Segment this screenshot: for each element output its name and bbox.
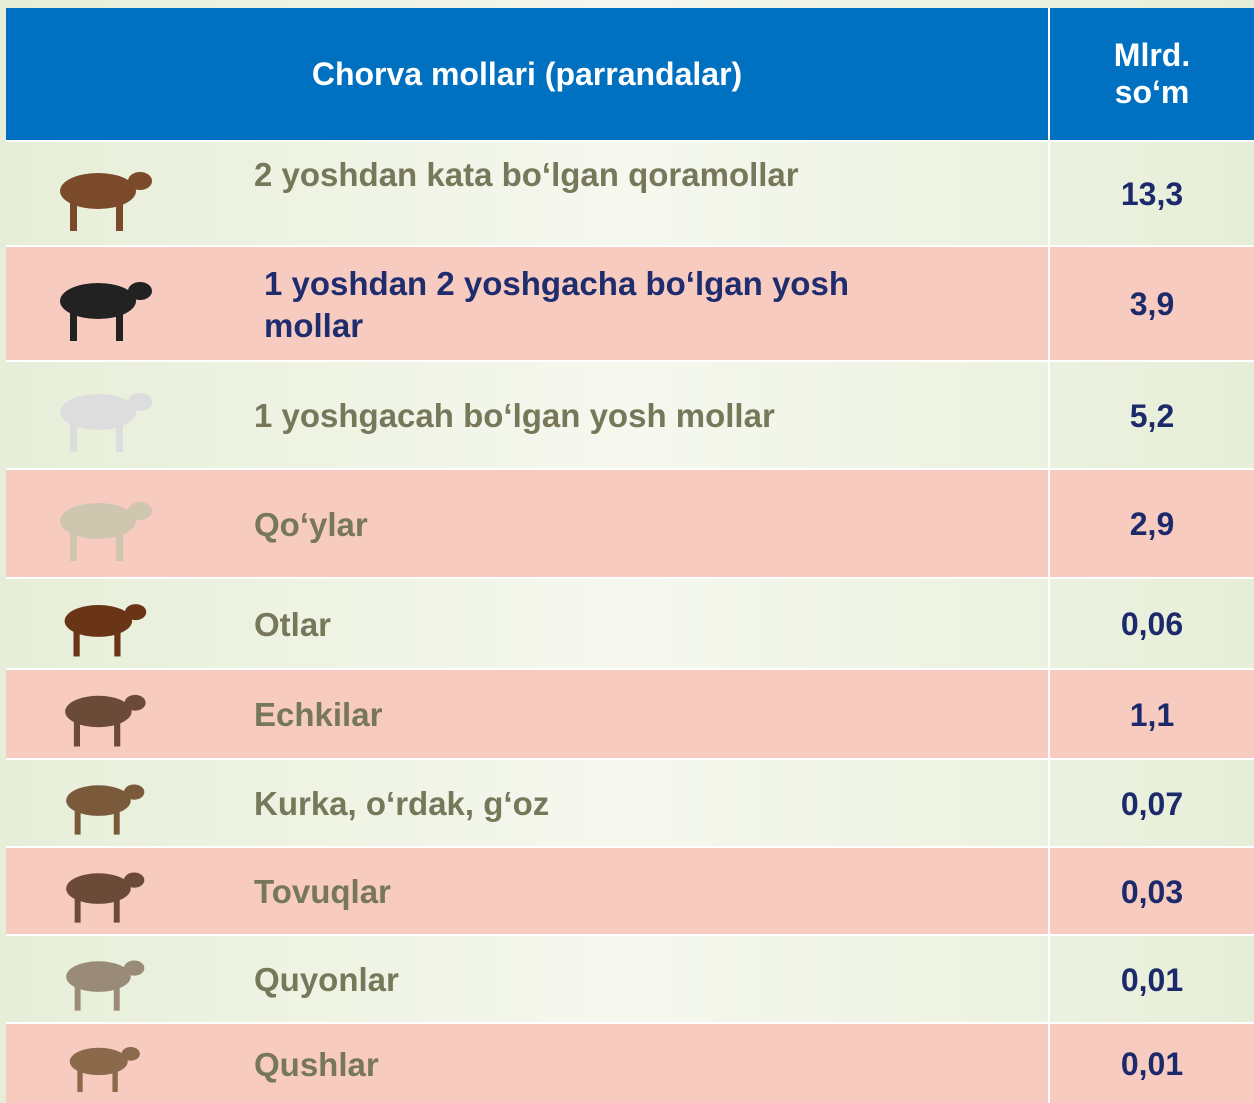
animal-icon: [36, 485, 166, 565]
column-separator: [1048, 8, 1050, 1103]
table-row: Echkilar 1,1: [6, 668, 1254, 758]
row-value: 3,9: [1050, 286, 1254, 323]
table-row: 1 yoshdan 2 yoshgacha bo‘lgan yosh molla…: [6, 245, 1254, 360]
row-value: 5,2: [1050, 398, 1254, 435]
table-row: Tovuqlar 0,03: [6, 846, 1254, 934]
table-row: 1 yoshgacah bo‘lgan yosh mollar 5,2: [6, 360, 1254, 468]
table-row: Otlar 0,06: [6, 577, 1254, 668]
animal-icon: [36, 946, 166, 1014]
row-label: Kurka, o‘rdak, g‘oz: [254, 783, 854, 825]
row-value: 13,3: [1050, 176, 1254, 213]
header-cell: Mlrd. so‘m: [1050, 8, 1254, 140]
table-row: Qushlar 0,01: [6, 1022, 1254, 1103]
row-value: 0,03: [1050, 874, 1254, 911]
table-row: Qo‘ylar 2,9: [6, 468, 1254, 577]
animal-icon: [36, 858, 166, 926]
row-label: 2 yoshdan kata bo‘lgan qoramollar: [254, 154, 854, 196]
animal-icon: [36, 1034, 166, 1095]
animal-icon: [36, 680, 166, 750]
animal-icon: [36, 155, 166, 235]
row-value: 0,07: [1050, 786, 1254, 823]
row-label: Quyonlar: [254, 959, 854, 1001]
row-value: 0,01: [1050, 962, 1254, 999]
row-label: 1 yoshgacah bo‘lgan yosh mollar: [254, 395, 854, 437]
row-label: Tovuqlar: [254, 871, 854, 913]
header-cell: Chorva mollari (parrandalar): [6, 8, 1048, 140]
animal-icon: [36, 376, 166, 456]
row-value: 0,06: [1050, 606, 1254, 643]
animal-icon: [36, 265, 166, 345]
row-label: Qo‘ylar: [254, 504, 854, 546]
header-text: Mlrd. so‘m: [1097, 37, 1207, 111]
row-value: 2,9: [1050, 506, 1254, 543]
table-row: 2 yoshdan kata bo‘lgan qoramollar 13,3: [6, 140, 1254, 245]
row-value: 0,01: [1050, 1046, 1254, 1083]
animal-icon: [36, 770, 166, 838]
row-value: 1,1: [1050, 697, 1254, 734]
table-row: Quyonlar 0,01: [6, 934, 1254, 1022]
row-label: Otlar: [254, 604, 854, 646]
row-label: Echkilar: [254, 694, 854, 736]
animal-icon: [36, 589, 166, 660]
row-label: Qushlar: [254, 1044, 854, 1086]
row-label: 1 yoshdan 2 yoshgacha bo‘lgan yosh molla…: [264, 263, 864, 347]
table-row: Kurka, o‘rdak, g‘oz 0,07: [6, 758, 1254, 846]
page: Chorva mollari (parrandalar) Mlrd. so‘m …: [0, 0, 1254, 1103]
